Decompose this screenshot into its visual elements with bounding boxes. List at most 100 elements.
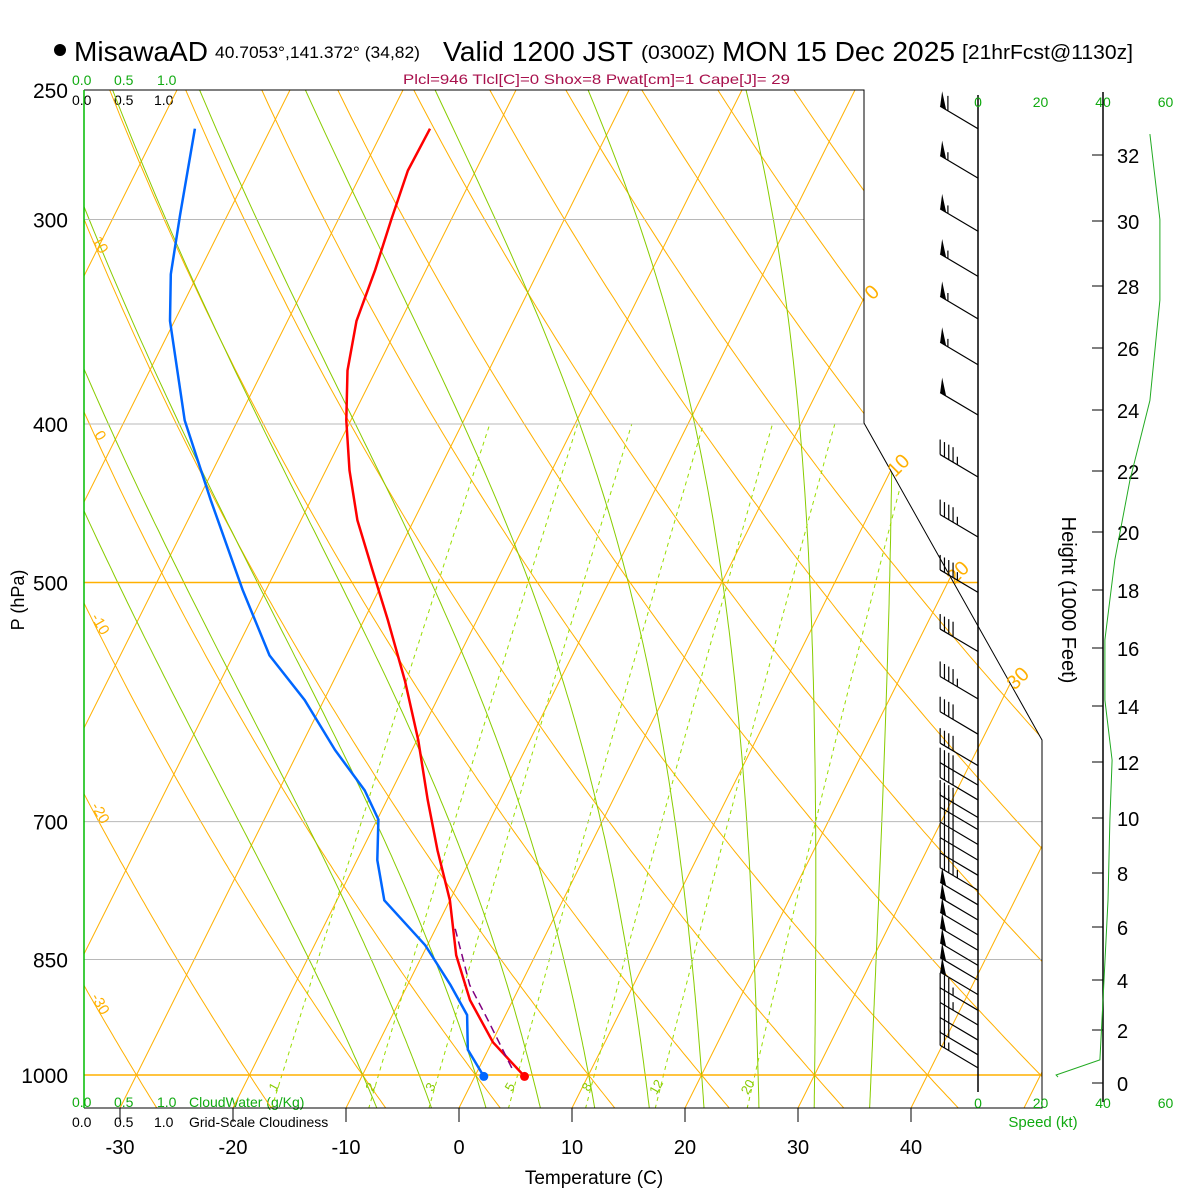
valid-time: Valid 1200 JST xyxy=(443,36,633,67)
cloudiness-tick-bottom: 0.0 xyxy=(72,1114,92,1130)
cloudwater-tick-top: 0.0 xyxy=(72,72,92,88)
moist-adiabat-line xyxy=(187,90,597,1108)
barb-pennant xyxy=(940,281,947,300)
height-tick-label: 4 xyxy=(1117,971,1128,993)
height-tick-label: 28 xyxy=(1117,277,1139,299)
barb-stem xyxy=(939,852,979,876)
height-tick-label: 18 xyxy=(1117,581,1139,603)
wind-barb-icon xyxy=(939,1030,979,1069)
barb-stem xyxy=(939,987,979,1011)
wind-barb-icon xyxy=(939,1002,979,1041)
barb-pennant xyxy=(940,327,947,346)
barb-stem xyxy=(939,105,979,130)
wind-barb-icon xyxy=(939,1017,979,1056)
wind-barb-icon xyxy=(939,987,979,1026)
cloudiness-tick-top: 0.0 xyxy=(72,92,92,108)
dry-adiabat-line xyxy=(84,90,393,1108)
barb-pennant xyxy=(940,897,947,916)
height-tick-label: 12 xyxy=(1117,753,1139,775)
cloudiness-tick-bottom: 0.5 xyxy=(114,1114,134,1130)
mixing-ratio-label: 12 xyxy=(646,1077,666,1097)
moist-adiabat-line xyxy=(84,90,489,1108)
height-tick-label: 8 xyxy=(1117,864,1128,886)
cloudwater-tick-bottom: 1.0 xyxy=(157,1094,177,1110)
x-axis-title: Temperature (C) xyxy=(525,1168,663,1189)
dry-adiabat-line xyxy=(999,90,1042,1108)
wind-barb-icon xyxy=(939,942,979,981)
dry-adiabat-line xyxy=(84,90,278,1108)
wind-speed-profile-line xyxy=(1055,134,1161,1078)
height-tick-label: 30 xyxy=(1117,212,1139,234)
barb-stem xyxy=(939,821,979,846)
moist-adiabat-line xyxy=(291,90,651,1108)
pressure-tick-label: 700 xyxy=(33,812,68,835)
wind-barb-icon xyxy=(939,91,979,130)
height-tick-label: 2 xyxy=(1117,1021,1128,1043)
barb-pennant xyxy=(940,912,947,932)
height-tick-label: 14 xyxy=(1117,697,1139,719)
wind-barb-icon xyxy=(939,238,979,277)
height-tick-label: 24 xyxy=(1117,401,1139,423)
wind-barb-icon xyxy=(939,193,979,232)
barb-stem xyxy=(939,776,979,801)
barb-stem xyxy=(939,1017,979,1041)
wind-barb-icon xyxy=(939,554,979,593)
barb-stem xyxy=(939,208,979,232)
wind-barb-icon xyxy=(939,327,979,366)
height-tick-label: 6 xyxy=(1117,918,1128,940)
height-axis-title: Height (1000 Feet) xyxy=(1057,517,1079,684)
temperature-tick-label: -30 xyxy=(106,1137,135,1159)
barb-stem xyxy=(939,957,979,981)
mixing-ratio-line xyxy=(505,423,704,1108)
dry-adiabat-line xyxy=(248,90,967,1108)
barb-stem xyxy=(939,628,979,653)
barb-stem xyxy=(939,897,979,921)
dry-adiabat-line xyxy=(548,90,1042,1108)
barb-pennant xyxy=(940,927,947,947)
wind-barb-icon xyxy=(939,852,979,891)
isotherm-line xyxy=(680,90,1042,1108)
isotherm-line xyxy=(115,90,644,1108)
speed-tick-label-bottom: 0 xyxy=(974,1095,982,1111)
dry-adiabat-line xyxy=(323,90,1042,1108)
barb-stem xyxy=(939,927,979,951)
barb-stem xyxy=(939,1031,979,1056)
temperature-tick-label: -10 xyxy=(332,1137,361,1159)
barb-stem xyxy=(939,867,979,891)
parcel-line xyxy=(453,925,513,1069)
wind-barb-icon xyxy=(939,792,979,831)
barb-stem xyxy=(939,1044,979,1069)
mixing-ratio-line xyxy=(744,423,918,1108)
isotherm-line xyxy=(341,90,870,1108)
dry-adiabat-line xyxy=(84,90,163,1108)
speed-tick-label-top: 20 xyxy=(1033,94,1049,110)
height-tick-label: 20 xyxy=(1117,523,1139,545)
barb-pennant xyxy=(940,377,947,397)
height-tick-label: 22 xyxy=(1117,462,1139,484)
barb-stem xyxy=(939,253,979,277)
utc-time: (0300Z) xyxy=(641,43,715,64)
barb-pennant xyxy=(940,867,947,886)
speed-axis-title: Speed (kt) xyxy=(1008,1114,1077,1131)
wind-barb-icon xyxy=(939,897,979,936)
isotherm-line xyxy=(228,90,757,1108)
dry-adiabat-line xyxy=(623,90,1042,1108)
height-tick-label: 16 xyxy=(1117,639,1139,661)
barb-stem xyxy=(939,1002,979,1026)
speed-tick-label-top: 60 xyxy=(1158,94,1174,110)
cloudwater-label: CloudWater (g/Kg) xyxy=(189,1094,304,1110)
dry-adiabat-line xyxy=(398,90,1042,1108)
barb-stem xyxy=(939,794,979,819)
barb-pennant xyxy=(940,193,947,213)
barb-pennant xyxy=(940,91,947,110)
wind-barb-icon xyxy=(939,957,979,996)
isotherm-line xyxy=(84,90,192,1108)
mixing-ratio-line xyxy=(365,423,579,1108)
barb-stem xyxy=(939,806,979,831)
axes: 2503004005007008501000100-10-20-30010203… xyxy=(21,80,1173,1159)
wind-barb-icon xyxy=(939,696,979,735)
wind-barb-icon xyxy=(939,140,979,179)
valid-date: MON 15 Dec 2025 xyxy=(722,36,955,67)
wind-barb-icon xyxy=(939,499,979,538)
dry-adiabat-label: 0 xyxy=(90,428,109,444)
